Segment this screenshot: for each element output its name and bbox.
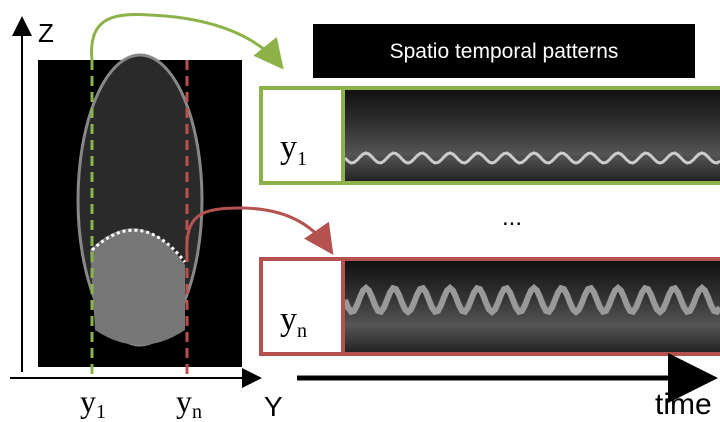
- panel-title: Spatio temporal patterns: [390, 40, 619, 63]
- diagram: Z Y y1 yn Spatio temporal patterns y1 ..…: [0, 0, 720, 422]
- marker-yn: yn: [176, 383, 202, 422]
- arrow-y1: [92, 14, 280, 65]
- ellipsis: ...: [502, 204, 522, 231]
- time-label: time: [655, 388, 712, 421]
- marker-y1: y1: [80, 383, 106, 422]
- y-label: Y: [264, 391, 283, 422]
- strip-1: [343, 90, 720, 182]
- z-label: Z: [38, 18, 54, 48]
